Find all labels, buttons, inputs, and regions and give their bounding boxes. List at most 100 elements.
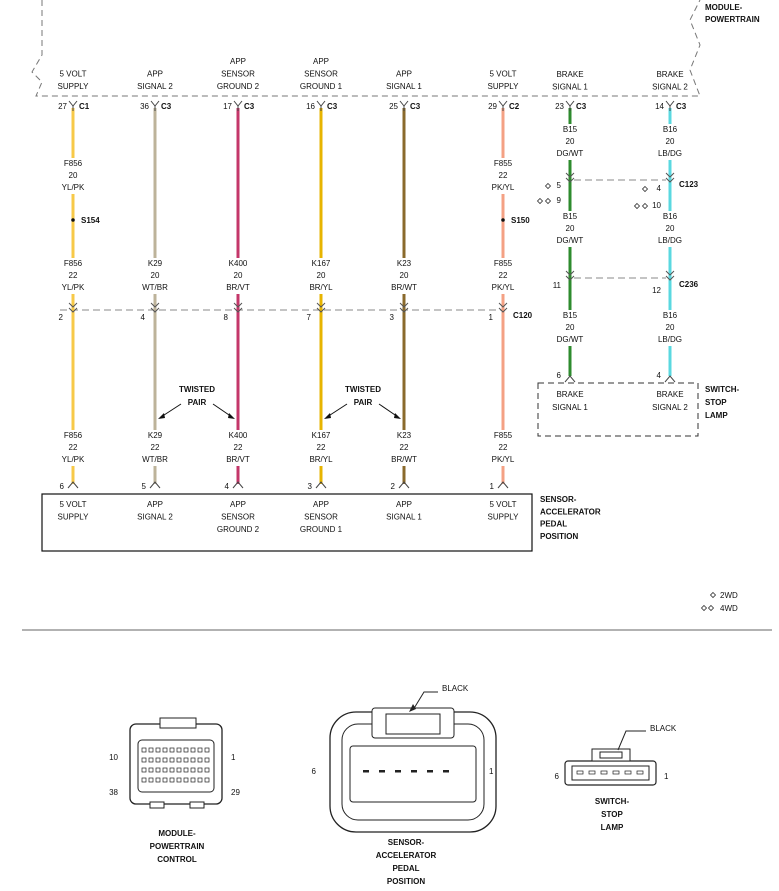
wire-color: PK/YL [492, 183, 515, 192]
sensor-pin-label: 5 VOLT [490, 500, 517, 509]
connector-symbol [665, 275, 675, 281]
wire-gauge: 22 [317, 443, 326, 452]
connector-symbol [68, 302, 78, 308]
view-label: POSITION [387, 877, 425, 886]
cavity-number: 27 [58, 102, 67, 111]
switch-pin-label: BRAKE [656, 390, 683, 399]
diamond-symbol [633, 202, 641, 210]
pcm-pin [197, 777, 203, 783]
twisted-pair-label: TWISTED [345, 385, 381, 394]
cavity-number: 3 [390, 313, 395, 322]
cavity-number: 4 [657, 371, 662, 380]
wire-gauge: 20 [566, 323, 575, 332]
sensor-pin-label: SENSOR [304, 513, 338, 522]
pin-number: 1 [664, 772, 669, 781]
sensor-pin-label: SENSOR [221, 513, 255, 522]
wire-gauge: 20 [566, 224, 575, 233]
pin-number: 1 [489, 767, 494, 776]
cavity-number: 6 [557, 371, 562, 380]
cavity-number: 1 [489, 313, 494, 322]
wire-circuit: B15 [563, 212, 578, 221]
wire-circuit: B16 [663, 125, 678, 134]
wire-color: BR/YL [309, 283, 333, 292]
leader [617, 730, 646, 751]
connector-symbol [664, 375, 676, 383]
wire-color: YL/PK [62, 283, 85, 292]
sensor-pin [363, 770, 369, 773]
connector-symbol [398, 481, 410, 489]
circuit-header: SIGNAL 1 [386, 82, 422, 91]
wire-gauge: 22 [69, 271, 78, 280]
circuit-header: APP [147, 70, 163, 79]
wire-circuit: F856 [64, 259, 83, 268]
cavity-number: 36 [140, 102, 149, 111]
sensor-label: ACCELERATOR [540, 507, 601, 516]
sensor-pin [379, 770, 385, 773]
circuit-header: SIGNAL 1 [552, 83, 588, 92]
splice-name: S150 [511, 216, 530, 225]
circuit-header: SENSOR [304, 70, 338, 79]
module-label: POWERTRAIN [705, 15, 760, 24]
legend-text: 4WD [720, 604, 738, 613]
wire-color: WT/BR [142, 455, 168, 464]
pcm-pin [169, 777, 175, 783]
circuit-header: 5 VOLT [60, 70, 87, 79]
wire-color: LB/DG [658, 335, 682, 344]
view-label: SENSOR- [388, 838, 425, 847]
pcm-pin [162, 757, 168, 763]
twisted-pair-label: PAIR [188, 398, 207, 407]
wire-color: BR/WT [391, 283, 417, 292]
circuit-header: BRAKE [556, 70, 583, 79]
connector-symbol [565, 270, 575, 276]
circuit-header: APP [313, 57, 329, 66]
wire-color: DG/WT [557, 236, 584, 245]
label-backing [55, 430, 91, 466]
sensor-pin-label: SIGNAL 2 [137, 513, 173, 522]
legend-text: 2WD [720, 591, 738, 600]
connector-name: C1 [79, 102, 90, 111]
wire-gauge: 22 [499, 271, 508, 280]
wire-gauge: 20 [317, 271, 326, 280]
sensor-pin [395, 770, 401, 773]
wire-circuit: B16 [663, 212, 678, 221]
wire-gauge: 20 [400, 271, 409, 280]
cavity-number: 10 [652, 201, 661, 210]
label-backing [485, 158, 521, 194]
pcm-pin [197, 767, 203, 773]
sensor-label: SENSOR- [540, 495, 577, 504]
pcm-pin [176, 757, 182, 763]
cavity-number: 25 [389, 102, 398, 111]
connector-symbol [316, 100, 326, 107]
label-backing [485, 430, 521, 466]
label-backing [552, 310, 588, 346]
pin-number: 10 [109, 753, 118, 762]
switch-label: SWITCH- [705, 385, 740, 394]
sensor-pin-label: GROUND 2 [217, 525, 260, 534]
switch-pin [612, 770, 620, 775]
wire-circuit: F855 [494, 259, 513, 268]
wire-circuit: F855 [494, 431, 513, 440]
view-label: POWERTRAIN [150, 842, 205, 851]
cavity-number: 1 [490, 482, 495, 491]
leader [412, 691, 438, 711]
wire-color: PK/YL [492, 455, 515, 464]
connector-symbol [497, 481, 509, 489]
pcm-pin [197, 757, 203, 763]
cavity-number: 4 [225, 482, 230, 491]
wire-gauge: 20 [666, 224, 675, 233]
wire-color: DG/WT [557, 335, 584, 344]
wire-gauge: 20 [666, 137, 675, 146]
circuit-header: SENSOR [221, 70, 255, 79]
label-backing [386, 258, 422, 294]
wire-circuit: K400 [229, 431, 248, 440]
pcm-pin [176, 767, 182, 773]
connector-name: C3 [244, 102, 255, 111]
sensor-pin-label: APP [230, 500, 246, 509]
connector-symbol [233, 307, 243, 313]
connector-symbol [564, 375, 576, 383]
wire-color: BR/YL [309, 455, 333, 464]
connector-name: C2 [509, 102, 520, 111]
wire-gauge: 20 [151, 271, 160, 280]
pin-number: 1 [231, 753, 236, 762]
